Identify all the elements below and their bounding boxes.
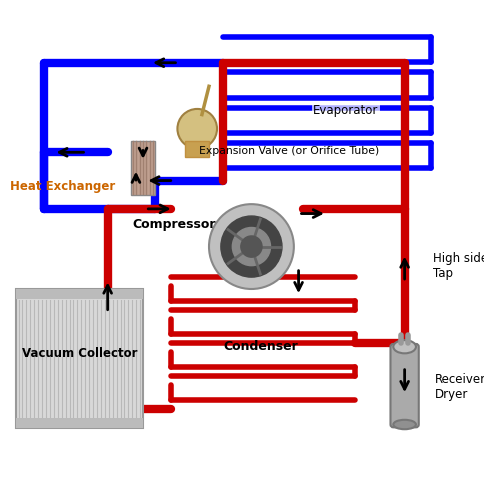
Text: Compressor: Compressor [132,217,215,230]
FancyBboxPatch shape [16,289,143,300]
FancyBboxPatch shape [131,141,155,195]
Text: Expansion Valve (or Orifice Tube): Expansion Valve (or Orifice Tube) [199,145,379,156]
Ellipse shape [393,340,416,354]
Text: High side
Tap: High side Tap [433,252,484,280]
Circle shape [209,205,294,289]
Text: Vacuum Collector: Vacuum Collector [22,347,137,360]
Text: Condenser: Condenser [224,339,298,352]
Text: Evaporator: Evaporator [313,104,378,117]
Text: Receiver
Dryer: Receiver Dryer [435,372,484,400]
FancyBboxPatch shape [16,418,143,428]
Ellipse shape [393,420,416,429]
FancyBboxPatch shape [391,344,419,428]
FancyBboxPatch shape [185,141,209,157]
Circle shape [241,237,262,258]
Text: Heat Exchanger: Heat Exchanger [10,180,116,192]
FancyBboxPatch shape [16,289,143,428]
Circle shape [232,228,271,266]
Circle shape [178,110,217,149]
Circle shape [221,216,282,277]
